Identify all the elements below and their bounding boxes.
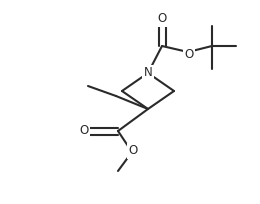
Text: O: O xyxy=(157,12,167,26)
Text: N: N xyxy=(144,67,152,80)
Text: O: O xyxy=(184,48,194,61)
Text: O: O xyxy=(128,144,138,157)
Text: O: O xyxy=(79,124,89,137)
